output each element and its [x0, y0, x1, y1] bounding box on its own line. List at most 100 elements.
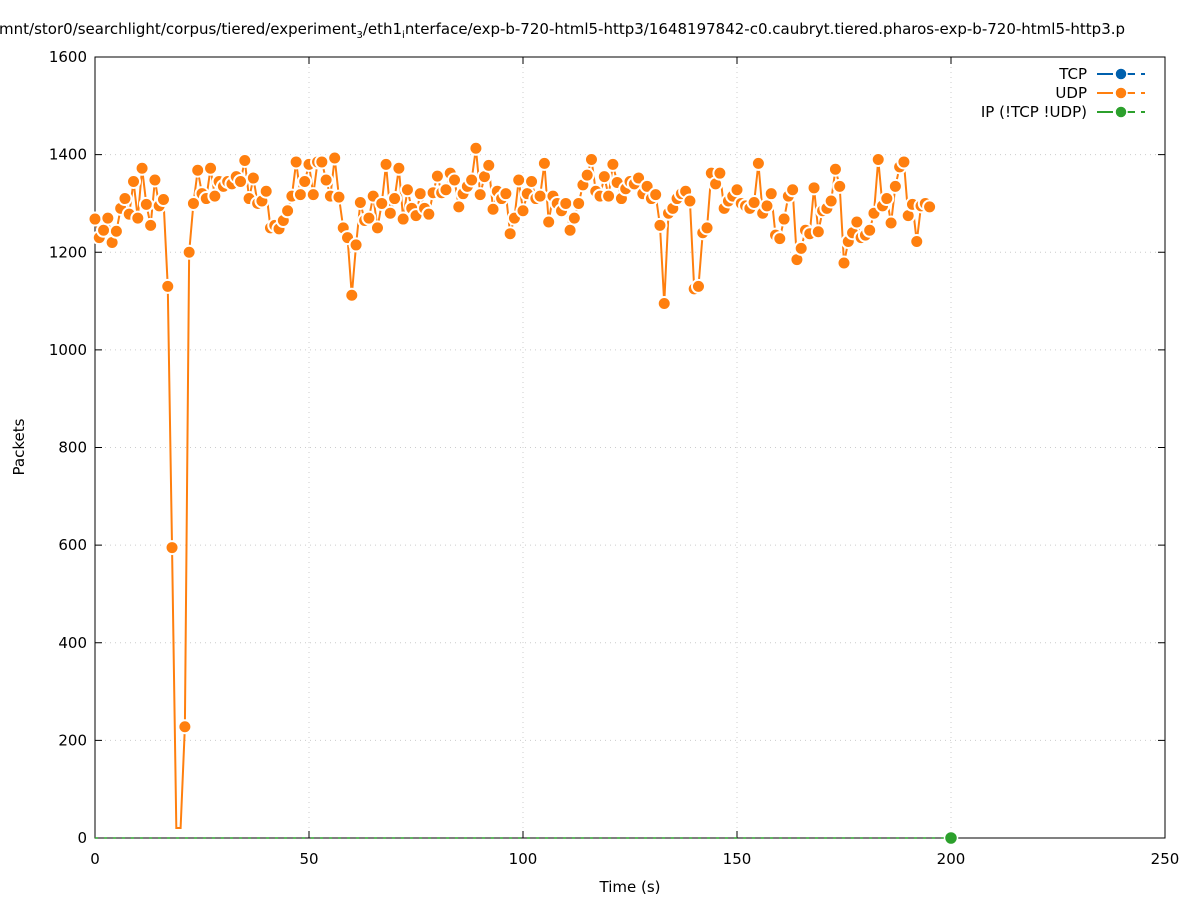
- udp-point: [327, 150, 343, 166]
- udp-point: [511, 172, 527, 188]
- udp-point: [100, 210, 116, 226]
- udp-point: [438, 182, 454, 198]
- udp-point: [130, 210, 146, 226]
- udp-point: [318, 172, 334, 188]
- udp-point: [468, 140, 484, 156]
- udp-point: [181, 244, 197, 260]
- udp-point: [451, 199, 467, 215]
- udp-point: [391, 160, 407, 176]
- udp-point: [314, 154, 330, 170]
- x-tick-label: 200: [937, 850, 966, 868]
- udp-point: [369, 220, 385, 236]
- udp-point: [155, 192, 171, 208]
- udp-point: [652, 217, 668, 233]
- legend-label: UDP: [1055, 84, 1087, 102]
- udp-point: [793, 240, 809, 256]
- udp-point: [297, 173, 313, 189]
- ip-point: [943, 830, 959, 846]
- udp-point: [185, 195, 201, 211]
- udp-point: [344, 287, 360, 303]
- udp-point: [690, 278, 706, 294]
- y-tick-label: 1400: [49, 146, 87, 164]
- udp-point: [485, 201, 501, 217]
- udp-point: [352, 194, 368, 210]
- y-tick-label: 1200: [49, 243, 87, 261]
- udp-point: [138, 196, 154, 212]
- udp-point: [541, 214, 557, 230]
- grid: [95, 57, 1165, 838]
- udp-point: [682, 193, 698, 209]
- udp-point: [515, 203, 531, 219]
- udp-point: [412, 186, 428, 202]
- udp-point: [524, 173, 540, 189]
- udp-point: [712, 165, 728, 181]
- y-tick-label: 200: [58, 731, 87, 749]
- udp-point: [134, 160, 150, 176]
- udp-point: [849, 214, 865, 230]
- udp-point: [280, 203, 296, 219]
- udp-point: [233, 173, 249, 189]
- udp-point: [498, 186, 514, 202]
- udp-point: [883, 215, 899, 231]
- udp-point: [108, 223, 124, 239]
- udp-point: [785, 182, 801, 198]
- udp-point: [579, 167, 595, 183]
- udp-point: [922, 199, 938, 215]
- udp-point: [177, 719, 193, 735]
- x-tick-label: 150: [723, 850, 752, 868]
- chart-title: /mnt/stor0/searchlight/corpus/tiered/exp…: [0, 20, 1126, 41]
- udp-point: [750, 155, 766, 171]
- udp-point: [806, 180, 822, 196]
- udp-point: [836, 255, 852, 271]
- udp-point: [601, 188, 617, 204]
- udp-point: [832, 178, 848, 194]
- udp-point: [596, 169, 612, 185]
- udp-point: [126, 173, 142, 189]
- udp-point: [382, 205, 398, 221]
- udp-point: [583, 152, 599, 168]
- udp-point: [656, 296, 672, 312]
- x-tick-label: 0: [90, 850, 100, 868]
- x-axis-label: Time (s): [599, 878, 661, 896]
- udp-point: [605, 156, 621, 172]
- udp-point: [776, 211, 792, 227]
- axis-ticks: 0 50 100 150 200 250 0 200 400 600 800 1000 1200 1400…: [49, 48, 1180, 868]
- y-tick-label: 1600: [49, 48, 87, 66]
- udp-point: [699, 220, 715, 236]
- udp-point: [464, 172, 480, 188]
- y-tick-label: 600: [58, 536, 87, 554]
- udp-point: [160, 278, 176, 294]
- udp-point: [190, 162, 206, 178]
- udp-point: [421, 206, 437, 222]
- udp-point: [536, 155, 552, 171]
- udp-point: [763, 186, 779, 202]
- legend-marker: [1114, 67, 1128, 81]
- y-tick-label: 1000: [49, 341, 87, 359]
- legend-label: TCP: [1058, 65, 1087, 83]
- udp-point: [348, 237, 364, 253]
- y-tick-label: 0: [77, 829, 87, 847]
- udp-point: [237, 152, 253, 168]
- udp-point: [96, 222, 112, 238]
- udp-point: [429, 168, 445, 184]
- y-axis-label: Packets: [10, 418, 28, 475]
- udp-point: [772, 231, 788, 247]
- udp-point: [870, 152, 886, 168]
- udp-point: [562, 222, 578, 238]
- udp-point: [258, 183, 274, 199]
- udp-point: [245, 170, 261, 186]
- udp-point: [164, 540, 180, 556]
- udp-point: [827, 161, 843, 177]
- udp-point: [288, 154, 304, 170]
- udp-point: [887, 178, 903, 194]
- udp-point: [648, 187, 664, 203]
- udp-point: [571, 195, 587, 211]
- x-tick-label: 250: [1151, 850, 1180, 868]
- udp-point: [447, 172, 463, 188]
- legend-label: IP (!TCP !UDP): [981, 103, 1087, 121]
- udp-point: [292, 187, 308, 203]
- udp-point: [305, 187, 321, 203]
- udp-point: [896, 154, 912, 170]
